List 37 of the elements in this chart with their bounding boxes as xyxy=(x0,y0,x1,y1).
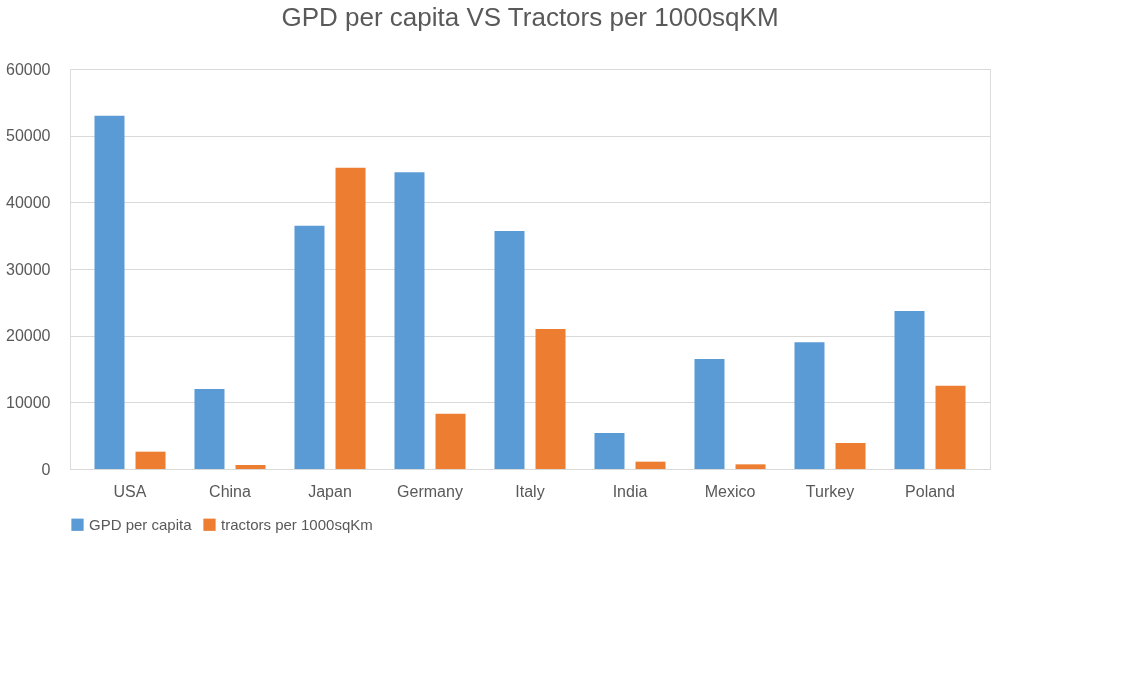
x-tick-label: Italy xyxy=(515,482,545,500)
x-tick-label: China xyxy=(209,482,251,500)
bar xyxy=(635,461,666,469)
legend-label: GPD per capita xyxy=(89,515,193,533)
bar xyxy=(835,443,866,469)
x-tick-label: USA xyxy=(113,482,147,500)
bar xyxy=(135,451,166,469)
bar xyxy=(235,465,266,469)
chart-title: GPD per capita VS Tractors per 1000sqKM xyxy=(281,2,779,32)
bar xyxy=(435,413,466,469)
y-tick-label: 0 xyxy=(41,460,51,478)
bar xyxy=(494,231,525,469)
bar xyxy=(194,389,225,469)
x-tick-label: India xyxy=(612,482,648,500)
legend-label: tractors per 1000sqKm xyxy=(221,515,373,533)
x-tick-label: Japan xyxy=(308,482,352,500)
bar xyxy=(594,433,625,469)
bar xyxy=(735,464,766,469)
y-tick-label: 10000 xyxy=(6,393,51,411)
bar xyxy=(935,385,966,469)
x-tick-label: Germany xyxy=(397,482,463,500)
bar xyxy=(335,167,366,469)
bar xyxy=(794,342,825,469)
bar xyxy=(694,359,725,469)
bar xyxy=(535,329,566,469)
x-tick-label: Poland xyxy=(905,482,955,500)
y-tick-label: 30000 xyxy=(6,260,51,278)
x-tick-label: Turkey xyxy=(805,482,855,500)
bar xyxy=(394,172,425,469)
y-tick-label: 40000 xyxy=(6,193,51,211)
y-tick-label: 50000 xyxy=(6,127,51,145)
bar xyxy=(894,311,925,469)
x-tick-label: Mexico xyxy=(704,482,756,500)
y-tick-label: 60000 xyxy=(6,60,51,78)
y-tick-label: 20000 xyxy=(6,327,51,345)
bar xyxy=(294,225,325,469)
bar xyxy=(94,115,125,469)
